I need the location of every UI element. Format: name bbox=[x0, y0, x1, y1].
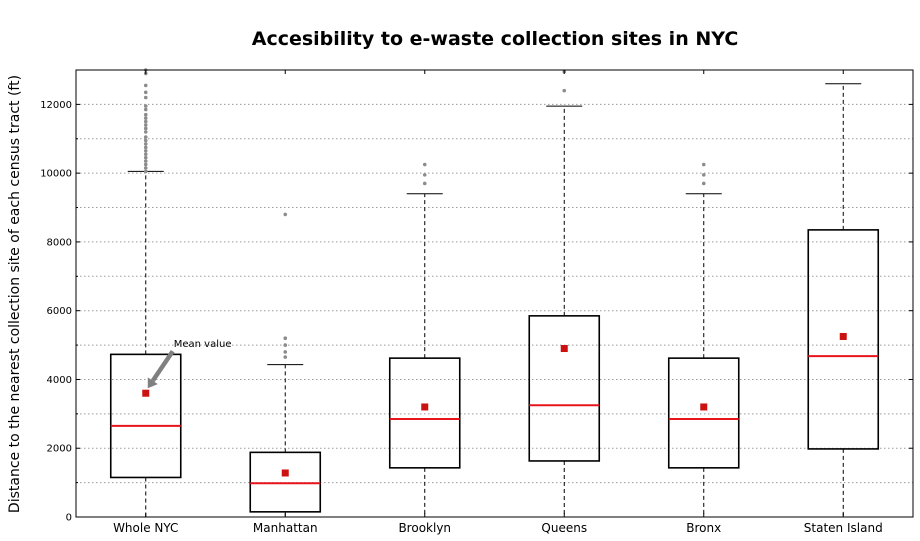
outlier-point bbox=[422, 162, 427, 167]
y-tick-label: 8000 bbox=[47, 237, 72, 248]
outlier-point bbox=[143, 116, 148, 120]
outlier-point bbox=[143, 149, 148, 153]
x-tick-label: Brooklyn bbox=[398, 521, 451, 535]
outlier-point bbox=[283, 355, 288, 359]
outlier-point bbox=[283, 336, 288, 341]
mean-marker bbox=[839, 332, 847, 340]
outlier-point bbox=[143, 95, 148, 100]
outlier-point bbox=[143, 112, 148, 117]
outlier-point bbox=[143, 107, 148, 112]
mean-marker bbox=[700, 403, 708, 411]
outlier-point bbox=[143, 169, 148, 174]
box-group bbox=[667, 162, 740, 517]
outlier-point bbox=[143, 119, 148, 124]
chart-title: Accesibility to e-waste collection sites… bbox=[252, 28, 739, 50]
outlier-point bbox=[143, 138, 148, 143]
y-tick-label: 0 bbox=[66, 513, 72, 524]
outlier-point bbox=[701, 181, 706, 186]
plot-area bbox=[109, 68, 880, 517]
outlier-point bbox=[143, 159, 148, 163]
x-tick-label: Queens bbox=[541, 521, 587, 535]
box bbox=[249, 451, 322, 513]
mean-marker bbox=[560, 345, 568, 353]
axis-ticks: 0 2000 4000 6000 8000 10000 12000 Whole NYC Manh… bbox=[40, 70, 913, 535]
box-group bbox=[807, 83, 880, 517]
outlier-point bbox=[701, 162, 706, 167]
annotation-arrowhead bbox=[147, 377, 158, 389]
mean-marker bbox=[281, 469, 289, 477]
outlier-point bbox=[143, 166, 148, 170]
y-tick-label: 10000 bbox=[40, 169, 72, 180]
grid bbox=[76, 103, 913, 484]
outlier-point bbox=[143, 162, 148, 167]
outlier-point bbox=[143, 155, 148, 160]
outlier-point bbox=[283, 212, 288, 217]
outlier-point bbox=[562, 88, 567, 93]
box-group bbox=[388, 162, 461, 517]
outlier-point bbox=[283, 350, 288, 354]
outlier-point bbox=[701, 173, 706, 177]
plot-frame bbox=[75, 69, 914, 518]
box bbox=[528, 315, 601, 462]
outlier-point bbox=[283, 343, 288, 347]
outlier-point bbox=[143, 123, 148, 127]
box bbox=[807, 229, 880, 450]
x-tick-label: Staten Island bbox=[804, 521, 883, 535]
box bbox=[388, 357, 461, 469]
outlier-point bbox=[422, 173, 427, 177]
outlier-point bbox=[143, 130, 148, 134]
x-tick-label: Whole NYC bbox=[113, 521, 178, 535]
x-tick-label: Bronx bbox=[686, 521, 721, 535]
outlier-point bbox=[143, 142, 148, 146]
x-tick-label: Manhattan bbox=[253, 521, 318, 535]
outlier-point bbox=[143, 126, 148, 131]
outlier-point bbox=[143, 145, 148, 150]
y-axis-label: Distance to the nearest collection site … bbox=[7, 75, 23, 513]
annotation-label: Mean value bbox=[174, 339, 232, 350]
box-group bbox=[109, 68, 182, 517]
box-group bbox=[528, 69, 601, 517]
box bbox=[667, 357, 740, 469]
outlier-point bbox=[143, 135, 148, 139]
box-group bbox=[249, 212, 322, 517]
mean-marker bbox=[421, 403, 429, 411]
annotations: Mean value bbox=[147, 339, 232, 389]
y-tick-label: 6000 bbox=[47, 306, 72, 317]
y-tick-label: 12000 bbox=[40, 100, 72, 111]
outlier-point bbox=[143, 152, 148, 157]
outlier-point bbox=[143, 104, 148, 108]
y-tick-label: 2000 bbox=[47, 444, 72, 455]
outlier-point bbox=[422, 181, 427, 186]
mean-marker bbox=[142, 389, 150, 397]
annotation-arrow bbox=[150, 349, 175, 383]
y-tick-label: 4000 bbox=[47, 375, 72, 386]
outlier-point bbox=[143, 90, 148, 95]
box bbox=[109, 353, 182, 479]
outlier-point bbox=[143, 83, 148, 88]
